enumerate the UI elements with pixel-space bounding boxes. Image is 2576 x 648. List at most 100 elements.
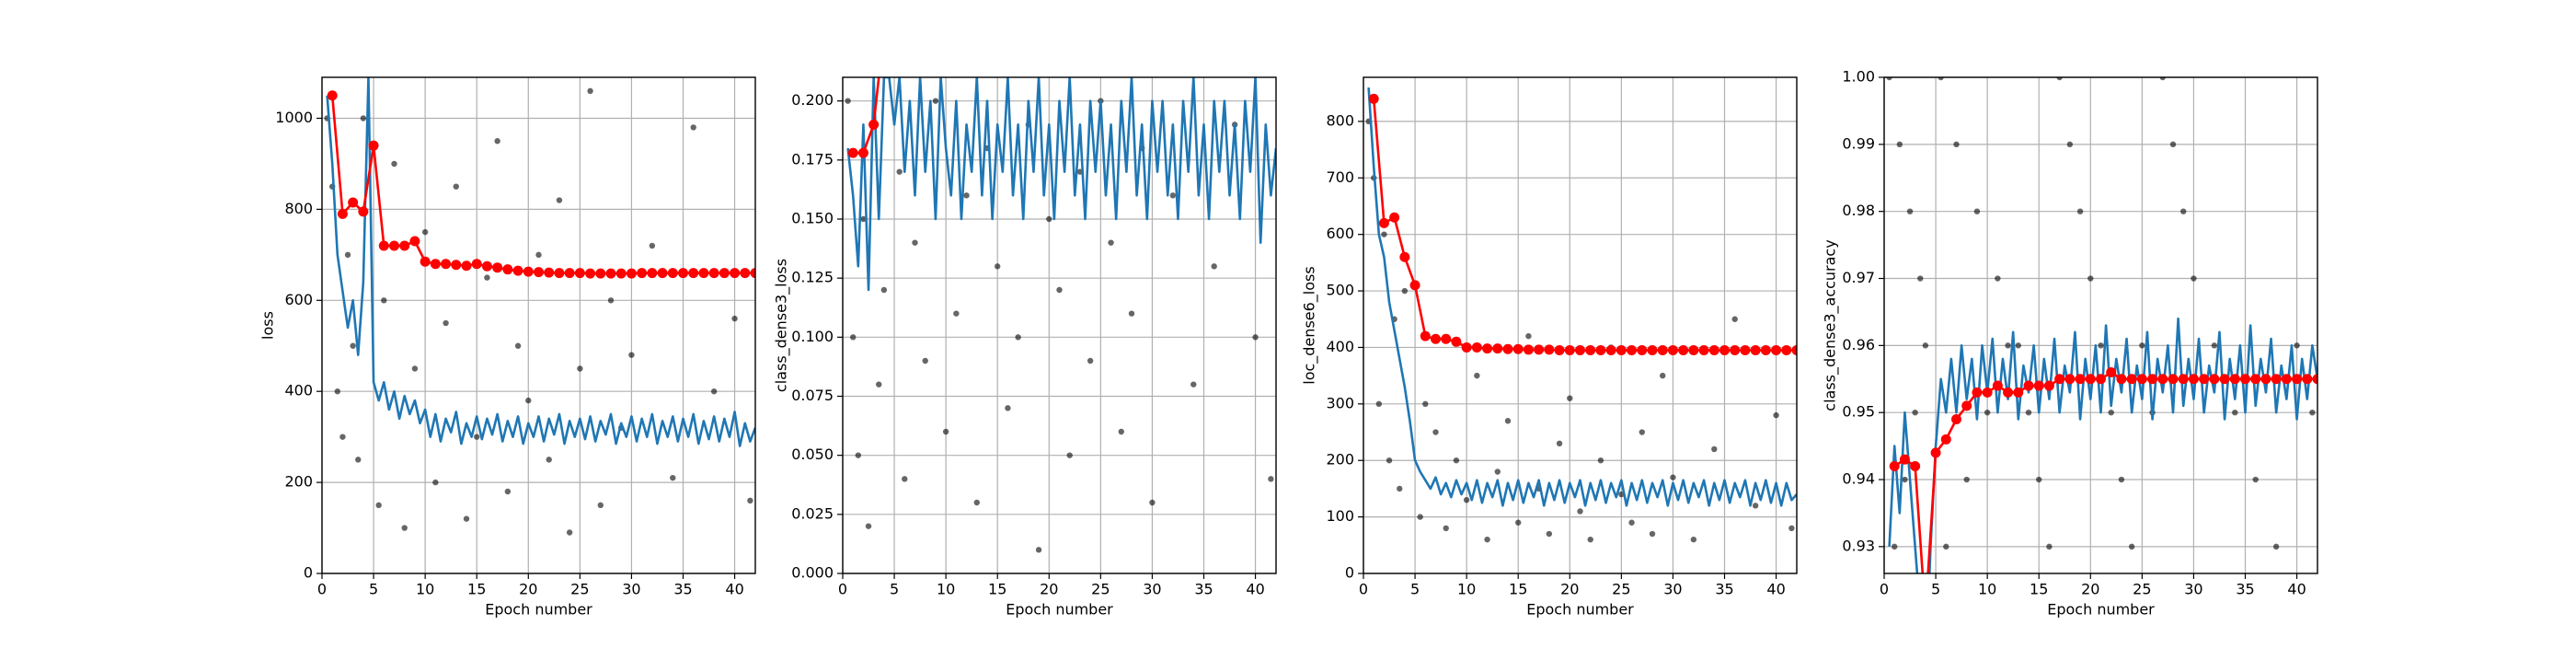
line-marker: [1698, 345, 1709, 356]
scatter-point: [922, 357, 928, 364]
scatter-point: [1995, 275, 2001, 282]
line-marker: [750, 268, 755, 279]
scatter-point: [1711, 446, 1718, 453]
line-marker: [2043, 380, 2054, 391]
scatter-point: [2128, 543, 2135, 550]
line-marker: [2136, 374, 2147, 385]
scatter-point: [876, 381, 882, 388]
line-marker: [1688, 345, 1699, 356]
line-marker: [2281, 374, 2292, 385]
line-marker: [1431, 333, 1441, 344]
scatter-point: [1252, 334, 1259, 341]
scatter-point: [546, 457, 552, 463]
scatter-point: [1690, 536, 1697, 543]
line-marker: [409, 236, 420, 247]
scatter-point: [2046, 543, 2053, 550]
line-marker: [1678, 345, 1689, 356]
scatter-point: [1597, 457, 1604, 464]
scatter-point: [2076, 208, 2084, 214]
line-marker: [2033, 380, 2044, 391]
scatter-point: [350, 342, 356, 349]
x-tick-label: 10: [1457, 581, 1476, 598]
line-marker: [2003, 387, 2014, 398]
line-marker: [1564, 345, 1575, 356]
line-marker: [1512, 343, 1524, 354]
line-marker: [2199, 374, 2210, 385]
line-marker: [502, 264, 513, 275]
y-tick-label: 0.075: [791, 387, 834, 404]
y-tick-label: 0.200: [791, 91, 834, 109]
y-tick-label: 800: [1326, 111, 1354, 129]
scatter-point: [1128, 310, 1135, 317]
scatter-point: [1953, 141, 1960, 148]
x-tick-label: 35: [673, 581, 692, 598]
y-tick-label: 0.100: [791, 328, 834, 345]
line-marker: [1575, 345, 1585, 356]
line-marker: [626, 268, 637, 279]
x-tick-label: 20: [519, 581, 537, 598]
line-marker: [327, 90, 338, 101]
line-marker: [1637, 345, 1648, 356]
scatter-point: [1474, 372, 1480, 379]
y-tick-label: 0.050: [791, 446, 834, 463]
y-tick-label: 400: [1326, 338, 1354, 355]
scatter-point: [1984, 409, 1991, 416]
line-marker: [1951, 413, 1961, 424]
scatter-point: [855, 452, 862, 458]
y-tick-label: 200: [1326, 451, 1354, 469]
y-axis-label: loss: [259, 311, 277, 340]
line-marker: [719, 268, 730, 279]
y-tick-label: 100: [1326, 507, 1354, 525]
scatter-point: [1056, 286, 1063, 294]
scatter-point: [607, 297, 615, 304]
y-tick-label: 0: [1345, 564, 1354, 582]
x-tick-label: 0: [1359, 581, 1368, 598]
line-marker: [740, 268, 751, 279]
line-marker: [1730, 345, 1741, 356]
line-marker: [2126, 374, 2137, 385]
scatter-point: [670, 474, 676, 481]
y-tick-label: 200: [284, 473, 313, 491]
y-axis-label: loc_dense6_loss: [1301, 266, 1319, 384]
line-marker: [1399, 251, 1410, 262]
scatter-point: [484, 274, 490, 281]
x-tick-label: 20: [1560, 581, 1579, 598]
axes-frame: [321, 76, 756, 574]
line-marker: [667, 268, 678, 279]
line-marker: [688, 268, 699, 279]
x-tick-label: 25: [1612, 581, 1630, 598]
x-tick-label: 15: [988, 581, 1006, 598]
plot-area: [324, 77, 755, 536]
x-tick-label: 10: [416, 581, 434, 598]
scatter-point: [1670, 474, 1676, 480]
x-tick-label: 30: [622, 581, 640, 598]
line-marker: [1378, 217, 1389, 228]
line-marker: [1409, 280, 1420, 291]
scatter-point: [535, 251, 542, 259]
x-axis-label: Epoch number: [1526, 601, 1634, 619]
line-marker: [1992, 380, 2003, 391]
line-marker: [1719, 345, 1730, 356]
line-marker: [1585, 345, 1596, 356]
scatter-point: [2118, 476, 2125, 483]
line-marker: [544, 267, 555, 278]
line-marker: [730, 268, 741, 279]
line: [1893, 371, 2317, 573]
scatter-point: [747, 497, 753, 504]
x-tick-label: 0: [1880, 581, 1889, 598]
y-tick-label: 500: [1326, 282, 1354, 299]
x-tick-label: 15: [467, 581, 486, 598]
line-marker: [2106, 366, 2117, 377]
scatter-point: [963, 192, 970, 199]
scatter-point: [421, 228, 429, 236]
x-tick-label: 25: [1091, 581, 1110, 598]
line-marker: [2240, 374, 2250, 385]
line-marker: [585, 268, 596, 279]
line: [326, 77, 755, 447]
line-marker: [1471, 341, 1482, 353]
x-tick-label: 35: [1715, 581, 1733, 598]
scatter-point: [1268, 476, 1274, 482]
line-marker: [857, 147, 868, 158]
scatter-point: [1015, 334, 1021, 341]
scatter-point: [1917, 275, 1924, 282]
